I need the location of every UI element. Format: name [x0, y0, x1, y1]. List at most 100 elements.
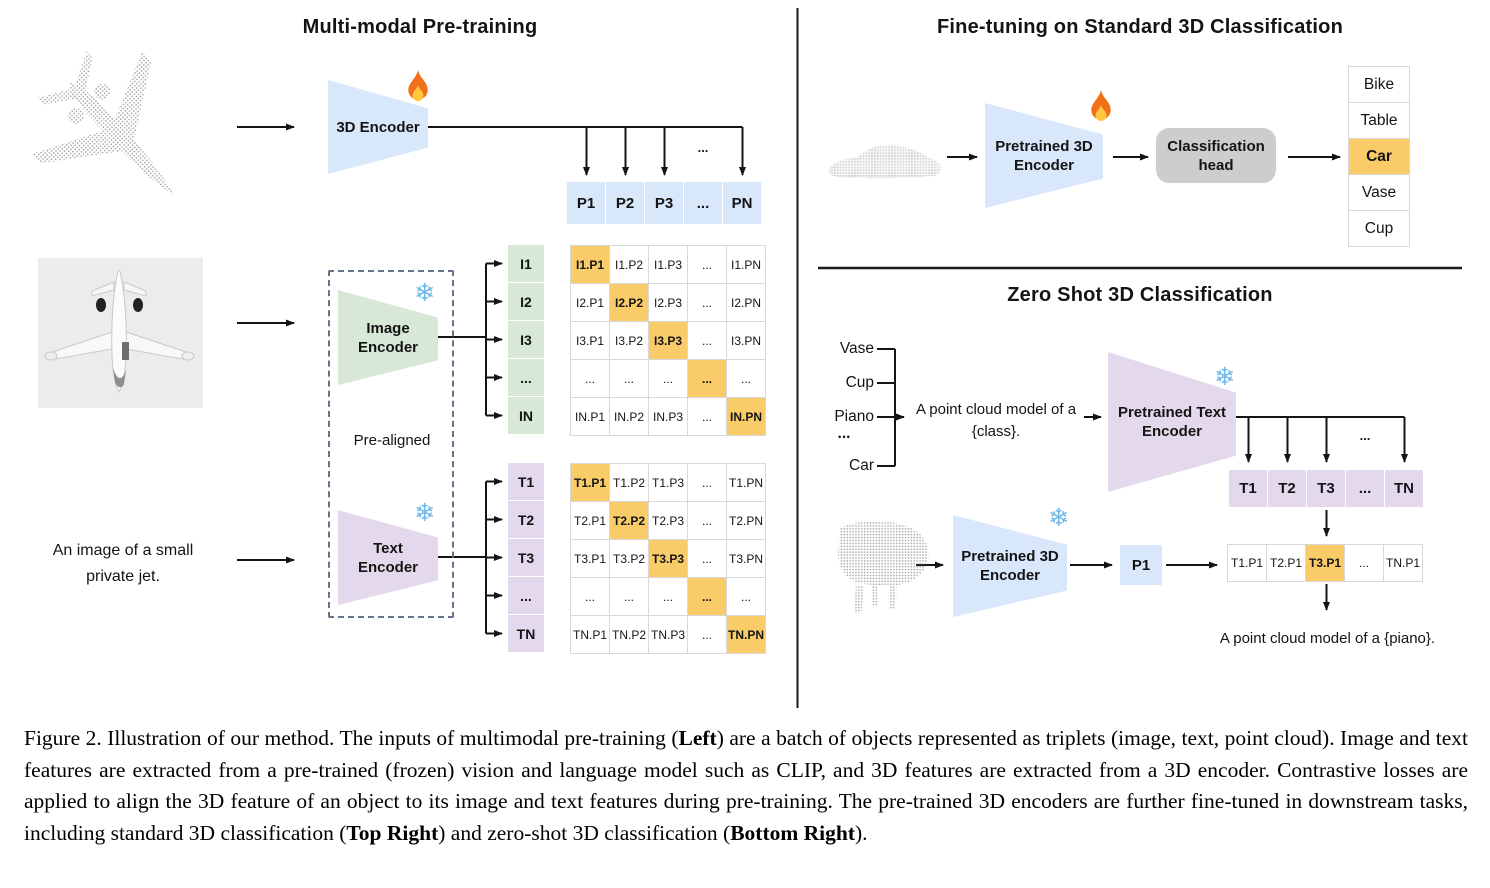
pretrained-text-encoder-label: Pretrained Text Encoder — [1117, 404, 1227, 440]
text-point-similarity-cell: ... — [571, 578, 609, 615]
zeroshot-panel-title: Zero Shot 3D Classification — [1007, 284, 1273, 306]
image-point-similarity-cell: I2.P1 — [571, 284, 609, 321]
image-feature-label: I1 — [508, 245, 544, 282]
image-point-similarity-cell: I1.P1 — [571, 246, 609, 283]
text-point-similarity-cell: T1.PN — [727, 464, 765, 501]
classification-head-block: Classification head — [1156, 128, 1276, 183]
text-point-similarity-cell: T2.P2 — [610, 502, 648, 539]
class-option-cell: Table — [1349, 103, 1409, 138]
text-feature-cell: ... — [1346, 470, 1384, 507]
text-point-similarity-cell: T1.P2 — [610, 464, 648, 501]
image-point-similarity-cell: I1.P3 — [649, 246, 687, 283]
image-feature-label: I2 — [508, 283, 544, 320]
image-point-similarity-cell: I1.P2 — [610, 246, 648, 283]
fire-icon — [1091, 90, 1111, 121]
p1-feature-cell: P1 — [1120, 545, 1162, 585]
left-panel-title: Multi-modal Pre-training — [302, 16, 538, 38]
classification-head-label: Classification head — [1167, 137, 1265, 174]
image-point-similarity-cell: ... — [727, 360, 765, 397]
airplane-image — [38, 258, 203, 408]
image-point-similarity-cell: ... — [571, 360, 609, 397]
point-feature-cell: PN — [723, 182, 761, 224]
caption-text-segment: Figure 2. Illustration of our method. Th… — [24, 726, 679, 750]
similarity-cell: T1.P1 — [1228, 545, 1266, 581]
text-point-similarity-cell: ... — [688, 616, 726, 653]
text-point-similarity-cell: ... — [610, 578, 648, 615]
similarity-cell: T3.P1 — [1306, 545, 1344, 581]
pretrained-3d-encoder-label: Pretrained 3D Encoder — [995, 137, 1093, 174]
class-prediction-list: Bike Table Car Vase Cup — [1348, 66, 1410, 247]
text-feature-cell: T3 — [1307, 470, 1345, 507]
text-feature-label: T2 — [508, 501, 544, 538]
text-encoder-label: Text Encoder — [357, 539, 418, 576]
image-point-similarity-cell: I3.P1 — [571, 322, 609, 359]
text-point-similarity-cell: ... — [688, 464, 726, 501]
similarity-cell: T2.P1 — [1267, 545, 1305, 581]
image-point-similarity-cell: I2.P3 — [649, 284, 687, 321]
image-point-similarity-cell: I1.PN — [727, 246, 765, 283]
point-feature-cell: P1 — [567, 182, 605, 224]
class-option-cell: Cup — [1349, 211, 1409, 246]
image-point-similarity-cell: IN.P1 — [571, 398, 609, 435]
piano-point-cloud — [838, 521, 929, 614]
image-point-similarity-cell: ... — [688, 246, 726, 283]
caption-text-segment: ). — [855, 820, 868, 845]
zeroshot-class-label: Piano — [834, 408, 874, 425]
text-point-similarity-cell: T2.PN — [727, 502, 765, 539]
image-encoder-label: Image Encoder — [357, 319, 418, 356]
image-feature-label: IN — [508, 397, 544, 434]
zeroshot-class-label: Car — [849, 457, 874, 474]
point-feature-row: P1 P2 P3... PN — [567, 182, 761, 224]
text-encoder-block: Text Encoder — [338, 510, 438, 605]
text-point-similarity-cell: T3.PN — [727, 540, 765, 577]
airplane-point-cloud — [32, 51, 175, 196]
text-point-similarity-cell: T3.P3 — [649, 540, 687, 577]
snowflake-icon: ❄ — [1048, 503, 1069, 532]
text-point-similarity-cell: T3.P2 — [610, 540, 648, 577]
figure-caption: Figure 2. Illustration of our method. Th… — [24, 723, 1468, 849]
image-point-similarity-cell: IN.P2 — [610, 398, 648, 435]
text-point-similarity-cell: ... — [649, 578, 687, 615]
3d-encoder-label: 3D Encoder — [336, 118, 420, 136]
image-point-similarity-cell: I3.PN — [727, 322, 765, 359]
input-text-caption: An image of a small private jet. — [52, 542, 194, 585]
text-point-similarity-cell: TN.P3 — [649, 616, 687, 653]
image-point-similarity-cell: IN.PN — [727, 398, 765, 435]
point-feature-cell: ... — [684, 182, 722, 224]
caption-text-segment: ) and zero-shot 3D classification ( — [438, 820, 731, 845]
image-point-similarity-cell: ... — [688, 398, 726, 435]
text-point-similarity-cell: ... — [688, 502, 726, 539]
zeroshot-class-label: ... — [837, 425, 851, 442]
caption-text-segment: ) are a batch of objects represented as … — [24, 726, 1468, 845]
image-point-similarity-matrix: I1.P1 I1.P2 I1.P3... I1.PN I2.P1 I2.P2 I2.P3..… — [570, 245, 766, 436]
similarity-row: T1.P1 T2.P1 T3.P1... TN.P1 — [1227, 544, 1423, 582]
caption-text-segment: Bottom Right — [730, 820, 856, 845]
fire-icon — [408, 70, 428, 101]
image-feature-label: I3 — [508, 321, 544, 358]
caption-text-segment: Top Right — [346, 820, 439, 845]
point-feature-cell: P2 — [606, 182, 644, 224]
image-point-similarity-cell: ... — [610, 360, 648, 397]
image-point-similarity-cell: I2.P2 — [610, 284, 648, 321]
image-point-similarity-cell: ... — [688, 322, 726, 359]
image-point-similarity-cell: IN.P3 — [649, 398, 687, 435]
text-point-similarity-cell: TN.P1 — [571, 616, 609, 653]
text-point-similarity-cell: TN.PN — [727, 616, 765, 653]
text-point-similarity-cell: ... — [727, 578, 765, 615]
text-feature-column: T1 T2 T3... TN — [508, 463, 544, 652]
similarity-cell: TN.P1 — [1384, 545, 1422, 581]
point-feature-cell: P3 — [645, 182, 683, 224]
text-point-similarity-cell: T2.P1 — [571, 502, 609, 539]
text-point-similarity-matrix: T1.P1 T1.P2 T1.P3... T1.PN T2.P1 T2.P2 T2.P3..… — [570, 463, 766, 654]
text-feature-label: T1 — [508, 463, 544, 500]
image-point-similarity-cell: ... — [688, 360, 726, 397]
snowflake-icon: ❄ — [414, 498, 435, 527]
ellipsis: ... — [697, 140, 709, 155]
image-point-similarity-cell: I2.PN — [727, 284, 765, 321]
pretrained-3d-encoder-frozen-label: Pretrained 3D Encoder — [961, 548, 1059, 584]
text-point-similarity-cell: ... — [688, 540, 726, 577]
image-feature-label: ... — [508, 359, 544, 396]
pre-aligned-label: Pre-aligned — [353, 432, 431, 449]
image-feature-column: I1 I2 I3... IN — [508, 245, 544, 434]
